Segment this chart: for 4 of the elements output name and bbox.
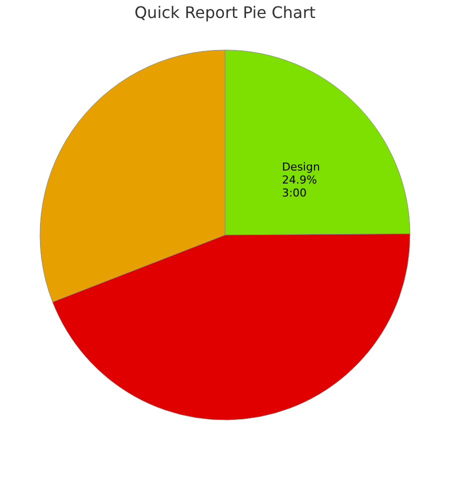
- chart-title: Quick Report Pie Chart: [134, 3, 316, 22]
- slice-label: Design: [282, 160, 320, 174]
- text: 3:00: [282, 186, 307, 200]
- data-label: 24.9%: [282, 174, 317, 187]
